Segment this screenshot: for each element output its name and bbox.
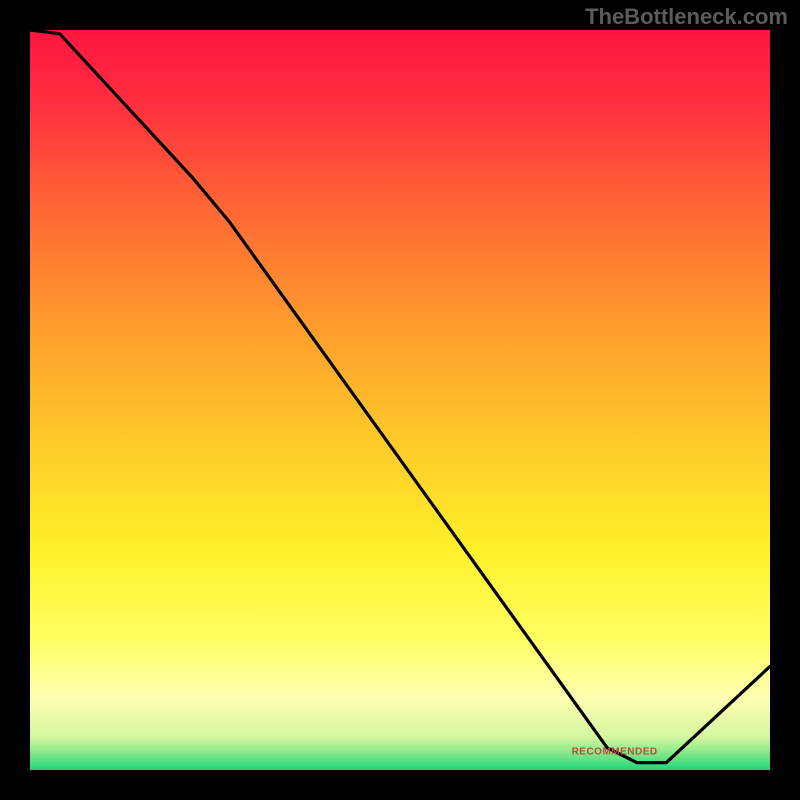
- bottleneck-curve: [30, 30, 770, 770]
- curve-path: [30, 30, 770, 763]
- stage: TheBottleneck.com RECOMMENDED: [0, 0, 800, 800]
- plot-area: RECOMMENDED: [30, 30, 770, 770]
- recommended-label: RECOMMENDED: [572, 746, 658, 757]
- watermark-text: TheBottleneck.com: [585, 4, 788, 30]
